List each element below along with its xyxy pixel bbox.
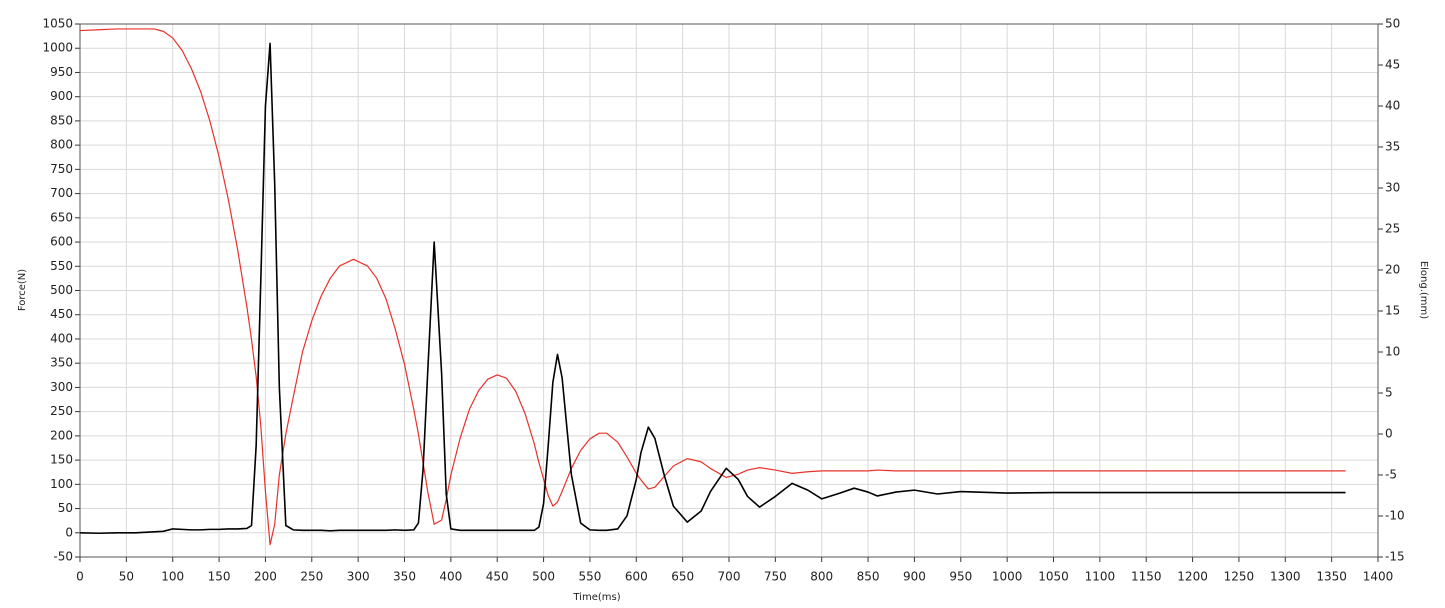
y2-tick-label: 15	[1385, 304, 1400, 318]
y-tick-label: 450	[50, 307, 73, 321]
x-tick-label: 150	[208, 570, 231, 584]
x-tick-label: 200	[254, 570, 277, 584]
x-tick-label: 450	[486, 570, 509, 584]
x-tick-label: 1000	[992, 570, 1023, 584]
y2-tick-label: 40	[1385, 99, 1400, 113]
x-tick-label: 1350	[1316, 570, 1347, 584]
data-line	[79, 42, 1346, 535]
y-tick-label: 150	[50, 453, 73, 467]
y-tick-label: 100	[50, 477, 73, 491]
y-tick-label: 350	[50, 356, 73, 370]
x-tick-label: 0	[76, 570, 84, 584]
x-tick-label: 500	[532, 570, 555, 584]
y2-tick-label: 5	[1385, 386, 1393, 400]
y2-tick-label: 50	[1385, 17, 1400, 31]
y-tick-label: 850	[50, 113, 73, 127]
y-tick-label: 550	[50, 259, 73, 273]
x-tick-label: 350	[393, 570, 416, 584]
x-tick-label: 1400	[1363, 570, 1394, 584]
y-tick-label: 700	[50, 186, 73, 200]
y-tick-label: 0	[65, 525, 73, 539]
x-tick-label: 300	[347, 570, 370, 584]
x-axis-title: Time(ms)	[572, 592, 620, 603]
x-tick-label: 1150	[1131, 570, 1162, 584]
y2-tick-label: 45	[1385, 58, 1400, 72]
y-tick-label: -50	[53, 550, 73, 564]
y-axis-title: Force(N)	[17, 269, 28, 311]
x-tick-label: 800	[810, 570, 833, 584]
y-tick-label: 650	[50, 210, 73, 224]
y2-tick-label: 10	[1385, 345, 1400, 359]
data-line	[79, 28, 1346, 546]
y2-axis-title: Elong.(mm)	[1418, 261, 1429, 319]
x-tick-label: 1050	[1038, 570, 1069, 584]
x-tick-label: 650	[671, 570, 694, 584]
y-tick-label: 250	[50, 404, 73, 418]
x-tick-label: 550	[578, 570, 601, 584]
x-tick-label: 750	[764, 570, 787, 584]
y-tick-label: 200	[50, 428, 73, 442]
x-tick-label: 1100	[1085, 570, 1116, 584]
y2-tick-label: 20	[1385, 263, 1400, 277]
y-tick-label: 900	[50, 89, 73, 103]
y-tick-label: 50	[58, 501, 73, 515]
y-tick-label: 1000	[42, 41, 73, 55]
y-tick-label: 950	[50, 65, 73, 79]
plot-frame	[79, 23, 1379, 558]
x-tick-label: 400	[439, 570, 462, 584]
y2-tick-label: 25	[1385, 222, 1400, 236]
x-tick-label: 900	[903, 570, 926, 584]
y2-tick-label: -10	[1385, 509, 1405, 523]
x-tick-label: 950	[949, 570, 972, 584]
y-tick-label: 300	[50, 380, 73, 394]
y-tick-label: 600	[50, 235, 73, 249]
y-tick-label: 500	[50, 283, 73, 297]
y2-tick-label: 35	[1385, 140, 1400, 154]
x-tick-label: 1300	[1270, 570, 1301, 584]
x-tick-label: 1250	[1224, 570, 1255, 584]
y-tick-label: 750	[50, 162, 73, 176]
x-tick-label: 850	[857, 570, 880, 584]
x-tick-label: 600	[625, 570, 648, 584]
x-tick-label: 50	[119, 570, 134, 584]
x-tick-label: 1200	[1177, 570, 1208, 584]
y-tick-label: 800	[50, 138, 73, 152]
y2-tick-label: 0	[1385, 427, 1393, 441]
y-tick-label: 1050	[42, 17, 73, 31]
y2-tick-label: -5	[1385, 468, 1397, 482]
y-tick-label: 400	[50, 331, 73, 345]
x-tick-label: 100	[161, 570, 184, 584]
y2-tick-label: -15	[1385, 550, 1405, 564]
x-tick-label: 250	[300, 570, 323, 584]
x-tick-label: 700	[718, 570, 741, 584]
y2-tick-label: 30	[1385, 181, 1400, 195]
